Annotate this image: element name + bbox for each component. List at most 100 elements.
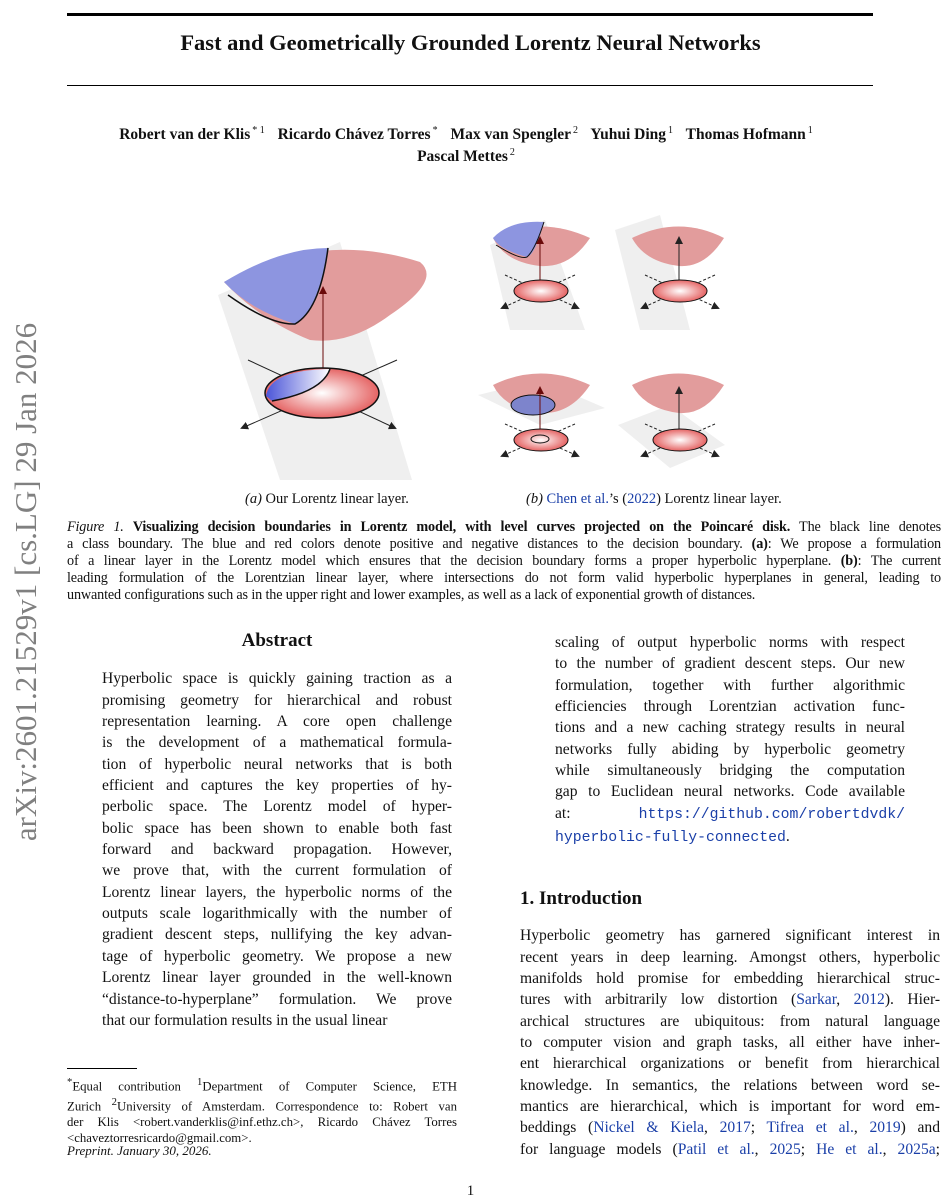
text-segment: Hyperbolic space is quickly gaining trac… xyxy=(102,670,452,688)
introduction: 1. Introduction Hyperbolic geometry has … xyxy=(520,888,940,1160)
text-segment: we prove that, with the current formulat… xyxy=(102,862,452,880)
citation-link[interactable]: Chen et al. xyxy=(546,491,609,507)
author: Pascal Mettes xyxy=(417,148,508,166)
text-segment: 2 xyxy=(111,1096,117,1108)
citation-link[interactable]: 2012 xyxy=(853,991,885,1009)
text-segment: ent hierarchical organizations or benefi… xyxy=(520,1055,940,1073)
text-segment: at: xyxy=(555,804,639,822)
citation-link[interactable]: 2019 xyxy=(869,1119,901,1137)
text-line: at: https://github.com/robertdvdk/ xyxy=(555,803,905,826)
text-line: Hyperbolic geometry has garnered signifi… xyxy=(520,925,940,946)
subcaption-label: (a) xyxy=(245,491,262,507)
text-segment: while simultaneously bridging the comput… xyxy=(555,762,905,780)
text-segment: Equal contribution xyxy=(72,1079,197,1094)
text-line: promising geometry for hierarchical and … xyxy=(102,690,452,711)
author: Yuhui Ding xyxy=(590,126,667,144)
text-segment: ; xyxy=(750,1119,767,1137)
text-line: outputs scale logarithmically with the n… xyxy=(102,903,452,924)
introduction-heading: 1. Introduction xyxy=(520,888,643,909)
text-segment: scaling of output hyperbolic norms with … xyxy=(555,634,905,651)
text-line: der Klis <robert.vanderklis@inf.ethz.ch>… xyxy=(67,1114,457,1130)
citation-link[interactable]: 2025a xyxy=(897,1140,936,1158)
text-segment: . xyxy=(785,828,790,846)
citation-link[interactable]: Sarkar xyxy=(796,991,837,1009)
panel-b xyxy=(478,215,725,468)
text-segment: (a) xyxy=(751,536,768,553)
text-line: formulation, together with further algor… xyxy=(555,675,905,696)
text-line: tion of hyperbolic neural networks that … xyxy=(102,754,452,775)
text-segment: 1 xyxy=(197,1077,203,1088)
text-segment: , xyxy=(882,1140,898,1158)
text-segment: representation learning. A core open cha… xyxy=(102,713,452,731)
text-segment: promising geometry for hierarchical and … xyxy=(102,691,452,709)
panel-b-bottom-right xyxy=(618,373,725,468)
subcaption-b: (b) Chen et al.’s (2022) Lorentz linear … xyxy=(526,491,782,508)
citation-link[interactable]: Patil et al. xyxy=(677,1140,755,1158)
text-line: Figure 1. Visualizing decision boundarie… xyxy=(67,519,941,536)
paper-title: Fast and Geometrically Grounded Lorentz … xyxy=(180,30,761,55)
text-segment: Department of Computer Science, ETH xyxy=(202,1079,457,1094)
text-line: <chaveztorresricardo@gmail.com>. xyxy=(67,1130,457,1146)
text-line: “distance-to-hyperplane” formulation. We… xyxy=(102,989,452,1010)
text-line: ent hierarchical organizations or benefi… xyxy=(520,1053,940,1074)
affiliation-mark: 1 xyxy=(668,125,674,136)
code-url-link[interactable]: https://github.com/robertdvdk/ xyxy=(638,806,905,823)
text-segment: ; xyxy=(800,1140,817,1158)
affiliation-mark: 1 xyxy=(807,125,813,136)
text-segment: , xyxy=(836,991,854,1009)
text-segment: leading formulation of the Lorentzian li… xyxy=(67,570,941,587)
text-segment: “distance-to-hyperplane” formulation. We… xyxy=(102,990,452,1008)
text-line: is the development of a mathematical for… xyxy=(102,732,452,753)
top-rule xyxy=(67,13,873,16)
text-segment: mantics are hierarchical, which is impor… xyxy=(520,1098,940,1116)
subcaption-text: Our Lorentz linear layer. xyxy=(265,491,409,507)
text-line: recent years in deep learning. Amongst o… xyxy=(520,947,940,968)
text-segment: Hyperbolic geometry has garnered signifi… xyxy=(520,927,940,945)
text-segment: is the development of a mathematical for… xyxy=(102,734,452,752)
text-line: tions and a new caching strategy results… xyxy=(555,717,905,738)
text-line: Zurich 2University of Amsterdam. Corresp… xyxy=(67,1095,457,1115)
text-line: efficient and captures the key propertie… xyxy=(102,775,452,796)
text-line: tures with arbitrarily low distortion (S… xyxy=(520,989,940,1010)
citation-link[interactable]: 2025 xyxy=(769,1140,801,1158)
text-segment: The black line denotes xyxy=(790,519,941,535)
author: Robert van der Klis xyxy=(119,126,251,144)
text-line: knowledge. In semantics, the relations b… xyxy=(520,1075,940,1096)
text-line: a class boundary. The blue and red color… xyxy=(67,536,941,553)
text-line: manifolds hold promise for embedding hie… xyxy=(520,968,940,989)
text-segment: Lorentz linear layers, the hyperbolic no… xyxy=(102,883,452,901)
text-line: for language models (Patil et al., 2025;… xyxy=(520,1139,940,1160)
text-segment: for language models ( xyxy=(520,1140,678,1158)
citation-link[interactable]: 2017 xyxy=(719,1119,751,1137)
text-segment: tion of hyperbolic neural networks that … xyxy=(102,755,452,773)
citation-link[interactable]: Tifrea et al. xyxy=(766,1119,854,1137)
text-segment: beddings ( xyxy=(520,1119,594,1137)
text-line: tage of hyperbolic geometry. We propose … xyxy=(102,946,452,967)
text-segment: ; xyxy=(935,1140,940,1158)
text-line: scaling of output hyperbolic norms with … xyxy=(555,632,905,653)
subcaption-text: ) Lorentz linear layer. xyxy=(656,491,782,507)
author: Max van Spengler xyxy=(450,126,572,144)
subcaption-a: (a) Our Lorentz linear layer. xyxy=(245,491,409,508)
citation-link[interactable]: 2022 xyxy=(627,491,657,507)
text-line: of a linear layer in the Lorentz model w… xyxy=(67,553,941,570)
text-segment: bolic space has been shown to enable bot… xyxy=(102,819,452,837)
footnote: *Equal contribution 1Department of Compu… xyxy=(67,1075,457,1147)
text-line: mantics are hierarchical, which is impor… xyxy=(520,1096,940,1117)
footnote-rule xyxy=(67,1068,137,1069)
citation-link[interactable]: Nickel & Kiela xyxy=(593,1119,705,1137)
text-line: gap to Euclidean neural networks. Code a… xyxy=(555,781,905,802)
affiliation-mark: 2 xyxy=(573,125,579,136)
citation-link[interactable]: He et al. xyxy=(816,1140,883,1158)
text-segment: ) and xyxy=(900,1119,940,1137)
code-url-link[interactable]: hyperbolic-fully-connected xyxy=(555,830,786,847)
figure-caption: Figure 1. Visualizing decision boundarie… xyxy=(67,519,941,604)
text-segment: der Klis <robert.vanderklis@inf.ethz.ch>… xyxy=(67,1115,457,1130)
text-segment: tures with arbitrarily low distortion ( xyxy=(520,991,797,1009)
text-segment: * xyxy=(67,1077,73,1088)
text-line: leading formulation of the Lorentzian li… xyxy=(67,570,941,587)
text-segment: perbolic space. The Lorentz model of hyp… xyxy=(102,798,452,816)
panel-a xyxy=(218,242,427,480)
text-line: while simultaneously bridging the comput… xyxy=(555,760,905,781)
affiliation-mark: * 1 xyxy=(252,125,265,136)
